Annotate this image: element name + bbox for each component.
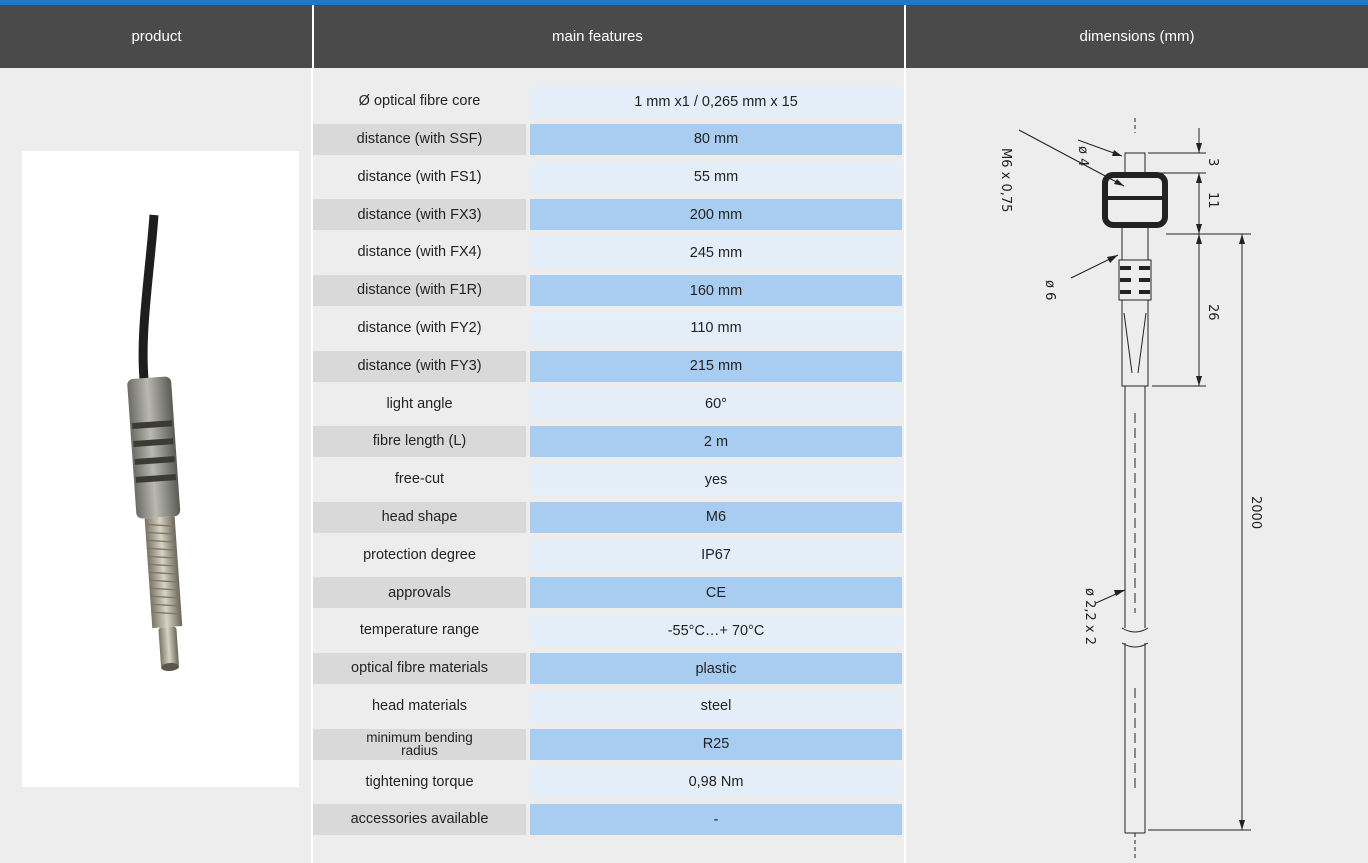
feature-value: plastic: [530, 653, 902, 684]
dimension-drawing: M6 x 0,75 ø 4 ø 6 ø 2,2 x 2 3 11 26 2000: [998, 118, 1263, 858]
dimension-3: 3: [1205, 158, 1220, 166]
table-row: approvals CE: [313, 577, 903, 609]
dimension-11: 11: [1205, 192, 1220, 209]
feature-value: CE: [530, 577, 902, 609]
table-row: tightening torque 0,98 Nm: [313, 766, 903, 798]
table-row: distance (with FX3) 200 mm: [313, 199, 903, 231]
feature-value: steel: [530, 690, 902, 722]
feature-value: 0,98 Nm: [530, 766, 902, 798]
feature-value: 55 mm: [530, 161, 902, 193]
feature-value: 60°: [530, 388, 902, 420]
top-accent-line: [0, 0, 1368, 5]
feature-value: 80 mm: [530, 123, 902, 155]
table-row: minimum bending radius R25: [313, 728, 903, 760]
feature-label: Ø optical fibre core: [313, 86, 526, 117]
feature-value: yes: [530, 464, 902, 495]
cable-diameter-label: ø 2,2 x 2: [1082, 588, 1097, 645]
table-row: distance (with SSF) 80 mm: [313, 123, 903, 155]
feature-label: fibre length (L): [313, 426, 526, 458]
table-row: free-cut yes: [313, 464, 903, 495]
feature-value: IP67: [530, 539, 902, 571]
table-header: product main features dimensions (mm): [0, 5, 1368, 68]
product-column: [0, 68, 311, 863]
table-row: protection degree IP67: [313, 539, 903, 571]
feature-label: approvals: [313, 577, 526, 609]
dimension-2000: 2000: [1248, 496, 1263, 529]
table-row: Ø optical fibre core 1 mm x1 / 0,265 mm …: [313, 86, 903, 117]
table-row: head materials steel: [313, 690, 903, 722]
feature-label: distance (with FY2): [313, 312, 526, 344]
dimension-26: 26: [1205, 304, 1220, 321]
feature-label: optical fibre materials: [313, 653, 526, 684]
header-divider: [904, 5, 906, 68]
feature-value: 110 mm: [530, 312, 902, 344]
header-main-features: main features: [552, 28, 643, 45]
feature-value: R25: [530, 728, 902, 760]
feature-label: distance (with FX4): [313, 237, 526, 269]
table-row: distance (with FS1) 55 mm: [313, 161, 903, 193]
feature-label: minimum bending radius: [313, 728, 526, 760]
feature-label: distance (with FX3): [313, 199, 526, 231]
table-row: distance (with F1R) 160 mm: [313, 275, 903, 306]
table-row: distance (with FX4) 245 mm: [313, 237, 903, 269]
feature-label: light angle: [313, 388, 526, 420]
table-row: distance (with FY3) 215 mm: [313, 350, 903, 382]
table-row: temperature range -55°C…+ 70°C: [313, 615, 903, 647]
feature-label: head materials: [313, 690, 526, 722]
table-row: accessories available -: [313, 804, 903, 836]
table-row: optical fibre materials plastic: [313, 653, 903, 684]
tip-diameter-label: ø 4: [1075, 146, 1090, 166]
feature-label: temperature range: [313, 615, 526, 647]
feature-value: 160 mm: [530, 275, 902, 306]
feature-label: distance (with SSF): [313, 123, 526, 155]
body-diameter-label: ø 6: [1042, 280, 1057, 300]
feature-value: 2 m: [530, 426, 902, 458]
feature-value: 215 mm: [530, 350, 902, 382]
feature-value: 1 mm x1 / 0,265 mm x 15: [530, 86, 902, 117]
feature-label: accessories available: [313, 804, 526, 836]
table-body: Ø optical fibre core 1 mm x1 / 0,265 mm …: [0, 68, 1368, 863]
table-row: head shape M6: [313, 501, 903, 533]
feature-label: head shape: [313, 501, 526, 533]
feature-value: -: [530, 804, 902, 836]
feature-value: M6: [530, 501, 902, 533]
feature-label: tightening torque: [313, 766, 526, 798]
feature-value: 200 mm: [530, 199, 902, 231]
table-row: light angle 60°: [313, 388, 903, 420]
header-dimensions: dimensions (mm): [1079, 28, 1195, 45]
feature-label: protection degree: [313, 539, 526, 571]
table-row: fibre length (L) 2 m: [313, 426, 903, 458]
thread-label: M6 x 0,75: [998, 148, 1013, 212]
header-product: product: [131, 28, 182, 45]
feature-label: distance (with FY3): [313, 350, 526, 382]
optical-fibre-sensor-image: [127, 214, 183, 672]
feature-label: free-cut: [313, 464, 526, 495]
feature-value: 245 mm: [530, 237, 902, 269]
table-row: distance (with FY2) 110 mm: [313, 312, 903, 344]
feature-value: -55°C…+ 70°C: [530, 615, 902, 647]
dimensions-column: M6 x 0,75 ø 4 ø 6 ø 2,2 x 2 3 11 26 2000: [906, 68, 1368, 863]
feature-label: distance (with F1R): [313, 275, 526, 306]
feature-label: distance (with FS1): [313, 161, 526, 193]
product-photo: [22, 151, 299, 787]
header-divider: [312, 5, 314, 68]
